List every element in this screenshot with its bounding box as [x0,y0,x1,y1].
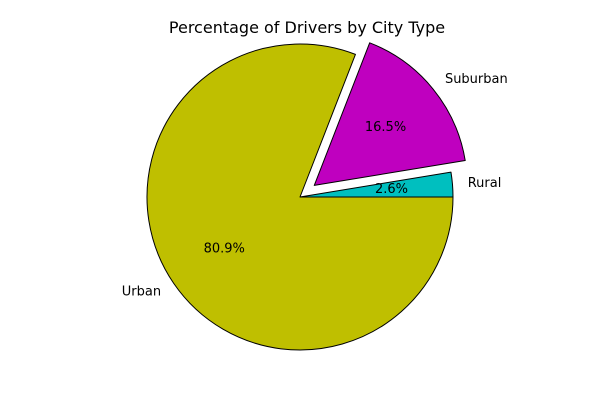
pie-slices [146,42,466,351]
slice-label-suburban: Suburban [445,72,508,87]
slice-percent-rural: 2.6% [375,182,408,197]
pie-slice-urban [146,43,454,351]
pie-labels: Rural 2.6% Suburban 16.5% Urban 80.9% [122,72,508,300]
chart-title: Percentage of Drivers by City Type [169,18,445,37]
slice-percent-urban: 80.9% [204,241,245,256]
slice-label-urban: Urban [122,285,161,300]
slice-label-rural: Rural [468,176,502,191]
pie-slice-suburban [313,42,466,186]
slice-percent-suburban: 16.5% [365,120,406,135]
